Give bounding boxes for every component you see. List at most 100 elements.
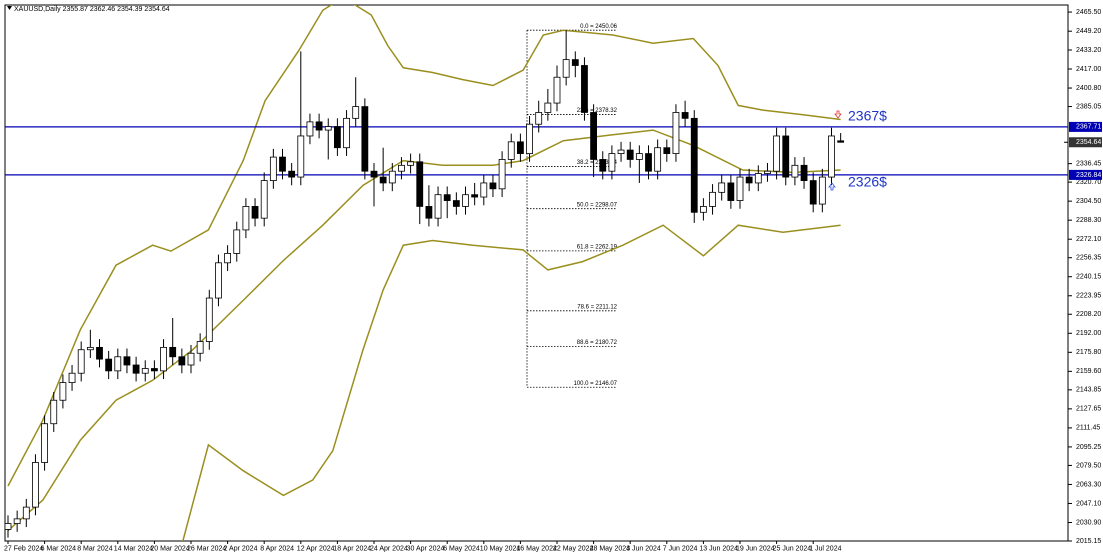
candle-body (809, 180, 817, 205)
candle-body (452, 200, 460, 207)
candle-body (141, 368, 149, 374)
x-tick-label: 22 May 2024 (553, 545, 594, 552)
candle-body (507, 141, 515, 160)
x-tick-label: 6 May 2024 (443, 545, 480, 552)
candle-body (480, 182, 488, 198)
last-price-box (1069, 137, 1102, 148)
candle-body (736, 176, 744, 201)
candle-body (379, 176, 387, 184)
last-price-label: 2354.64 (1076, 139, 1101, 146)
candle-body (50, 399, 58, 425)
candle-body (782, 135, 790, 178)
x-tick-label: 25 Jun 2024 (773, 545, 812, 552)
candle-body (626, 149, 634, 160)
candle-body (709, 191, 716, 207)
price-label: 2326.84 (1076, 172, 1101, 179)
plot-frame (4, 4, 1069, 542)
candle-body (251, 206, 259, 219)
candle-body (279, 156, 286, 172)
candle-body (114, 356, 122, 372)
candle-body (590, 112, 597, 160)
y-tick-label: 2111.45 (1076, 425, 1100, 432)
candle-body (22, 506, 30, 520)
y-tick-label: 2223.95 (1076, 293, 1101, 300)
candle-body (196, 341, 204, 354)
candle-body (297, 135, 305, 178)
candle-body (150, 368, 158, 372)
candle-body (754, 173, 762, 184)
candle-body (233, 229, 241, 254)
candle-body (672, 112, 680, 154)
candle-body (535, 112, 543, 125)
x-tick-label: 13 Jun 2024 (699, 545, 738, 552)
x-tick-label: 30 Apr 2024 (407, 545, 445, 552)
candle-body (324, 126, 332, 131)
x-tick-label: 26 Mar 2024 (187, 545, 226, 552)
x-tick-label: 10 May 2024 (480, 545, 521, 552)
candle-body (187, 352, 195, 366)
bollinger-band (7, 5, 841, 487)
candle-body (663, 147, 671, 154)
candle-body (553, 76, 561, 104)
candle-body (77, 349, 85, 374)
chart-title: XAUUSD,Daily 2355.87 2362.46 2354.39 235… (14, 6, 170, 13)
candle-body (160, 346, 167, 372)
candle-body (517, 141, 524, 154)
candle-body (205, 297, 213, 342)
candle-body (700, 206, 707, 213)
candle-body (608, 153, 616, 172)
x-tick-label: 27 Feb 2024 (4, 545, 43, 552)
y-tick-label: 2417.00 (1076, 66, 1101, 73)
candle-body (581, 65, 588, 113)
candle-body (343, 117, 350, 149)
candle-body (526, 123, 533, 154)
candle-body (388, 170, 396, 184)
x-tick-label: 12 Apr 2024 (297, 545, 335, 552)
candle-body (654, 147, 662, 172)
candle-body (828, 135, 835, 178)
candle-body (370, 170, 378, 178)
candle-body (434, 194, 442, 219)
candle-body (489, 182, 497, 190)
y-tick-label: 2433.20 (1076, 47, 1101, 54)
candle-body (105, 358, 113, 372)
x-tick-label: 28 May 2024 (590, 545, 631, 552)
y-tick-label: 2272.10 (1076, 236, 1101, 243)
candle-body (745, 176, 753, 184)
x-tick-label: 3 Jun 2024 (626, 545, 661, 552)
x-tick-label: 7 Jun 2024 (663, 545, 698, 552)
fib-label: 61.8 = 2262.19 (577, 244, 618, 250)
candle-body (224, 253, 232, 264)
candle-body (242, 206, 250, 231)
candle-body (544, 102, 552, 113)
candle-body (764, 170, 771, 174)
candle-body (361, 106, 369, 172)
candle-body (425, 206, 433, 219)
y-tick-label: 2288.30 (1076, 217, 1101, 224)
x-tick-label: 24 Apr 2024 (370, 545, 408, 552)
candle-body (837, 140, 845, 143)
y-tick-label: 2015.15 (1076, 538, 1101, 545)
candle-body (571, 59, 579, 66)
candle-body (727, 182, 735, 201)
candle-body (398, 164, 405, 172)
menu-icon (7, 6, 12, 10)
candle-body (260, 180, 268, 219)
candle-body (773, 135, 780, 172)
candle-body (352, 106, 360, 119)
candle-body (68, 372, 76, 384)
candle-body (818, 176, 826, 205)
x-tick-label: 1 Jul 2024 (809, 545, 841, 552)
candle-body (645, 153, 652, 172)
candle-body (599, 159, 607, 172)
bollinger-band (182, 224, 841, 541)
candle-body (5, 523, 12, 530)
candle-body (791, 164, 799, 178)
candle-body (269, 156, 277, 181)
candle-body (407, 161, 415, 166)
x-tick-label: 18 Apr 2024 (333, 545, 371, 552)
y-tick-label: 2449.20 (1076, 28, 1101, 35)
candle-body (718, 182, 726, 193)
candle-body (462, 194, 469, 207)
